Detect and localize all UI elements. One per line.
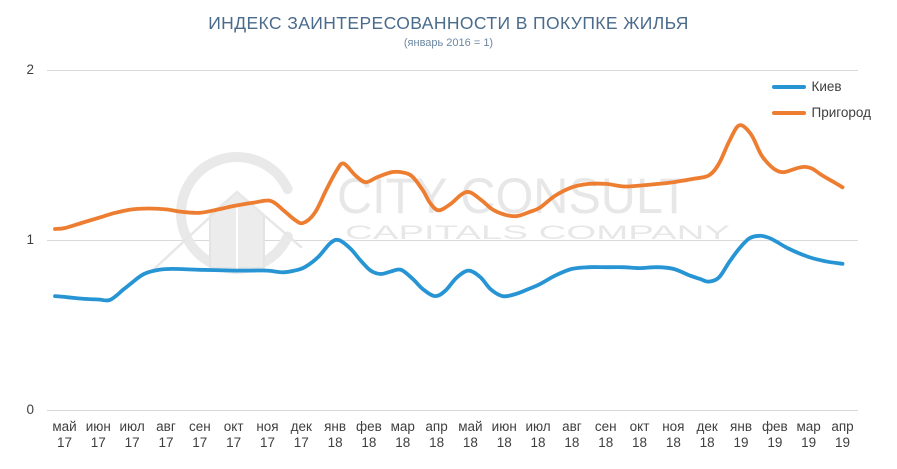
x-tick-label-июл-17: июл 17 [119, 419, 145, 450]
legend-item-prigorod[interactable]: Пригород [771, 105, 871, 120]
watermark-logo: CITY CONSULT CAPITALS COMPANY [150, 152, 731, 274]
legend-label-prigorod: Пригород [811, 105, 871, 120]
x-tick-label-июн-18: июн 18 [491, 419, 517, 450]
x-tick-label-окт-18: окт 18 [629, 419, 650, 450]
series-lines [53, 123, 845, 303]
series-line-Киев [53, 233, 845, 303]
x-tick-label-май-18: май 18 [458, 419, 483, 450]
prigorod-line-swatch-icon [771, 110, 806, 115]
x-tick-label-июл-18: июл 18 [525, 419, 551, 450]
x-tick-label-янв-19: янв 19 [730, 419, 752, 450]
x-tick-label-апр-18: апр 18 [425, 419, 448, 450]
y-tick-label-2: 2 [26, 62, 34, 77]
gridlines [47, 70, 858, 411]
watermark-roof-line [150, 190, 303, 273]
x-tick-label-авг-17: авг 17 [156, 419, 176, 450]
x-tick-label-дек-17: дек 17 [290, 419, 312, 450]
legend-item-kiev[interactable]: Киев [771, 79, 871, 94]
x-tick-label-янв-18: янв 18 [324, 419, 347, 450]
y-tick-label-0: 0 [26, 402, 34, 417]
kiev-line-swatch-icon [771, 84, 806, 89]
x-tick-label-мар-19: мар 19 [796, 419, 821, 450]
x-tick-label-окт-17: окт 17 [223, 419, 244, 450]
x-tick-label-июн-17: июн 17 [85, 419, 111, 450]
x-tick-label-дек-18: дек 18 [696, 419, 718, 450]
watermark-text-line2: CAPITALS COMPANY [345, 223, 731, 244]
y-tick-label-1: 1 [26, 232, 34, 247]
x-tick-label-фев-19: фев 19 [761, 419, 788, 450]
x-tick-label-апр-19: апр 19 [831, 419, 854, 450]
x-tick-label-мар-18: мар 18 [390, 419, 415, 450]
legend: Киев Пригород [771, 79, 871, 120]
series-line-Пригород [53, 123, 845, 231]
x-tick-label-авг-18: авг 18 [562, 419, 582, 450]
legend-label-kiev: Киев [811, 79, 842, 94]
x-tick-label-фев-18: фев 18 [356, 419, 382, 450]
chart-subtitle: (январь 2016 = 1) [403, 37, 494, 49]
x-tick-label-ноя-18: ноя 18 [662, 419, 685, 450]
x-tick-label-сен-17: сен 17 [188, 419, 211, 450]
x-tick-label-ноя-17: ноя 17 [256, 419, 279, 450]
x-tick-label-сен-18: сен 18 [594, 419, 617, 450]
chart-title: ИНДЕКС ЗАИНТЕРЕСОВАННОСТИ В ПОКУПКЕ ЖИЛЬ… [208, 13, 689, 33]
x-tick-label-май-17: май 17 [52, 419, 77, 450]
